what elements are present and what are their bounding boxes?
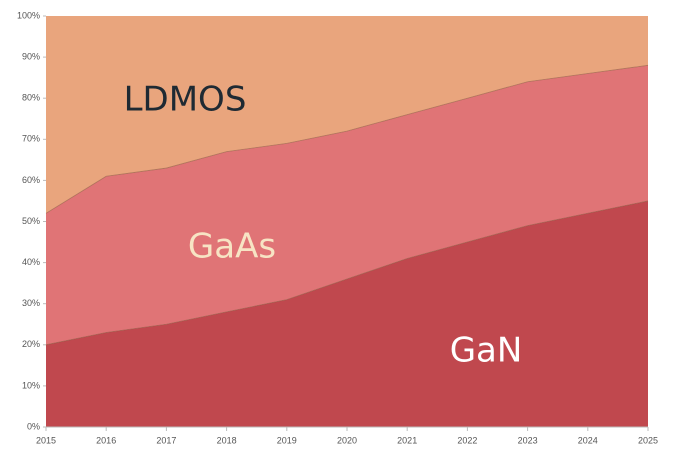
- boundary-line: [45, 200, 649, 346]
- boundary-line: [45, 64, 649, 214]
- y-tick-label: 10%: [22, 380, 40, 390]
- x-tick-label: 2025: [638, 435, 658, 445]
- y-tick-label: 30%: [22, 298, 40, 308]
- x-tick-label: 2019: [277, 435, 297, 445]
- series-label: GaAs: [188, 227, 276, 267]
- series-label: GaN: [450, 331, 523, 371]
- x-tick-label: 2022: [457, 435, 477, 445]
- y-tick-label: 20%: [22, 339, 40, 349]
- x-tick-label: 2017: [156, 435, 176, 445]
- y-tick-label: 40%: [22, 257, 40, 267]
- series-label: LDMOS: [124, 80, 247, 120]
- x-tick-label: 2023: [518, 435, 538, 445]
- y-tick-label: 100%: [17, 10, 40, 20]
- y-tick-label: 50%: [22, 216, 40, 226]
- area: [46, 16, 648, 214]
- x-tick-label: 2015: [36, 435, 56, 445]
- y-tick-label: 0%: [27, 421, 40, 431]
- area: [46, 200, 648, 427]
- x-tick-label: 2021: [397, 435, 417, 445]
- y-tick-label: 70%: [22, 134, 40, 144]
- x-tick-label: 2024: [578, 435, 598, 445]
- x-tick-label: 2018: [217, 435, 237, 445]
- x-tick-label: 2016: [96, 435, 116, 445]
- y-tick-label: 90%: [22, 51, 40, 61]
- x-tick-label: 2020: [337, 435, 357, 445]
- area: [46, 65, 648, 345]
- y-tick-label: 60%: [22, 175, 40, 185]
- y-tick-label: 80%: [22, 93, 40, 103]
